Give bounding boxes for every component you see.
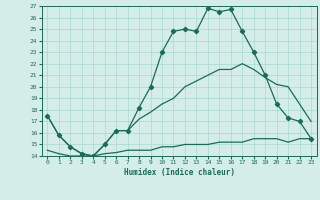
X-axis label: Humidex (Indice chaleur): Humidex (Indice chaleur): [124, 168, 235, 177]
